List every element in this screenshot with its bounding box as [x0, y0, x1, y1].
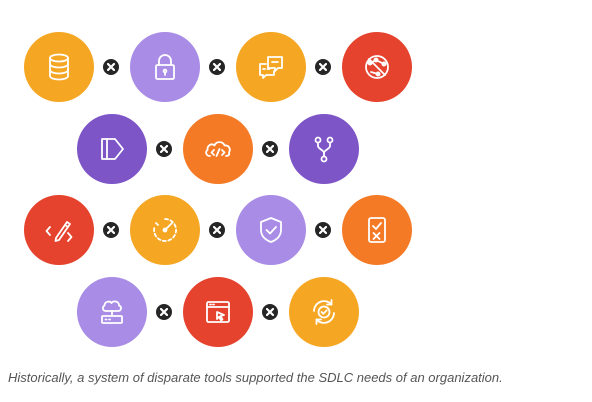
separator-x-icon: [315, 59, 331, 75]
separator-x-icon: [103, 59, 119, 75]
chat-tool: [236, 32, 306, 102]
separator-x-icon: [156, 304, 172, 320]
chat-bubbles-icon: [259, 56, 283, 79]
browser-tool: [183, 277, 253, 347]
cloud-server-icon: [101, 300, 123, 324]
pencil-code-tool: [24, 195, 94, 265]
separator-x-icon: [209, 59, 225, 75]
separator-x-icon: [315, 222, 331, 238]
refresh-tool: [289, 277, 359, 347]
network-blocked-icon: [365, 55, 389, 79]
browser-cursor-icon: [206, 301, 230, 323]
cloud-code-tool: [183, 114, 253, 184]
checklist-tool: [342, 195, 412, 265]
lock-icon: [155, 54, 175, 80]
git-branch-tool: [289, 114, 359, 184]
refresh-check-icon: [313, 299, 335, 325]
speed-gauge-icon: [153, 218, 177, 242]
figure-caption: Historically, a system of disparate tool…: [8, 370, 503, 385]
cloud-server-tool: [77, 277, 147, 347]
pencil-code-icon: [45, 221, 73, 242]
database-icon: [49, 53, 69, 81]
separator-x-icon: [262, 141, 278, 157]
speed-tool: [130, 195, 200, 265]
separator-x-icon: [156, 141, 172, 157]
separator-x-icon: [262, 304, 278, 320]
tag-tool: [77, 114, 147, 184]
network-tool: [342, 32, 412, 102]
security-tool: [236, 195, 306, 265]
cloud-code-icon: [205, 141, 231, 157]
git-branch-icon: [314, 136, 334, 163]
lock-tool: [130, 32, 200, 102]
tag-icon: [101, 138, 124, 160]
database-tool: [24, 32, 94, 102]
separator-x-icon: [209, 222, 225, 238]
shield-check-icon: [260, 217, 282, 243]
separator-x-icon: [103, 222, 119, 238]
checklist-icon: [368, 217, 386, 243]
